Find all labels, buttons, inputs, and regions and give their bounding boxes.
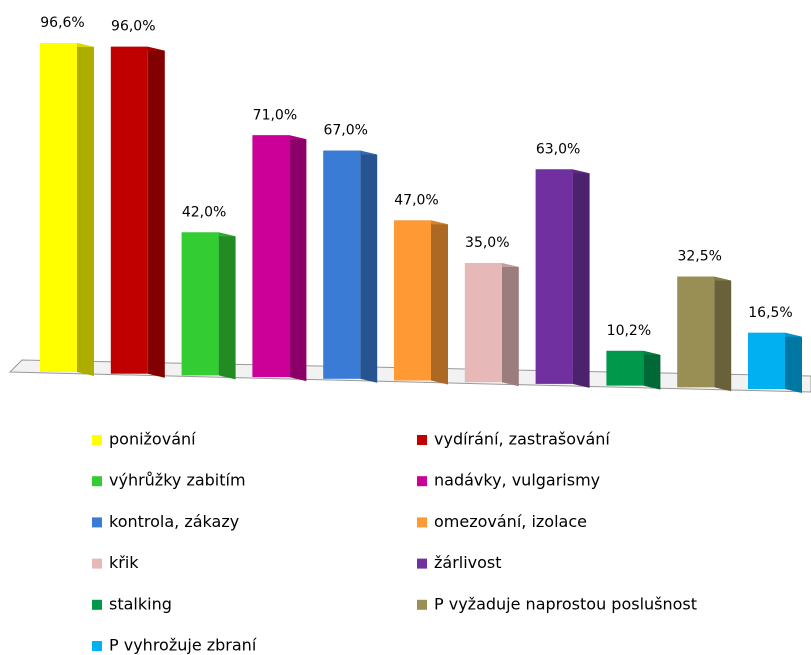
bar-front — [394, 220, 431, 381]
bar-side — [147, 46, 165, 378]
value-label: 67,0% — [323, 123, 367, 139]
bar-front — [606, 350, 644, 386]
legend-swatch — [92, 599, 102, 610]
bar — [252, 135, 307, 382]
bar-front — [677, 276, 715, 388]
legend-label: kontrola, zákazy — [109, 512, 239, 531]
legend-swatch — [417, 435, 427, 445]
bar — [394, 220, 448, 385]
legend-label: ponižování — [109, 430, 196, 449]
legend-label: P vyhrožuje zbraní — [109, 636, 257, 655]
bar-side — [785, 332, 802, 393]
bar-front — [535, 169, 573, 384]
bar-front — [464, 262, 502, 383]
value-label: 63,0% — [536, 141, 580, 157]
value-label: 71,0% — [253, 107, 297, 123]
value-label: 32,5% — [677, 249, 721, 265]
legend-label: P vyžaduje naprostou poslušnost — [434, 594, 697, 613]
bar-side — [572, 169, 590, 388]
bar-side — [360, 150, 378, 383]
bar-front — [252, 135, 290, 378]
legend-swatch — [417, 476, 427, 487]
legend-swatch — [417, 599, 427, 610]
legend-swatch — [92, 517, 102, 528]
value-label: 96,0% — [111, 19, 155, 35]
legend-label: výhrůžky zabitím — [109, 471, 246, 490]
bar-side — [501, 262, 519, 387]
legend-swatch — [92, 435, 102, 445]
bar — [40, 43, 94, 376]
legend-label: omezování, izolace — [434, 512, 587, 531]
value-label: 47,0% — [394, 192, 438, 208]
legend-swatch — [92, 641, 102, 651]
legend-label: křik — [109, 553, 139, 572]
legend-label: žárlivost — [434, 553, 502, 572]
legend-label: vydírání, zastrašování — [434, 430, 610, 449]
bar-side — [714, 276, 732, 392]
bar — [606, 350, 661, 390]
bar-side — [77, 43, 94, 376]
bar-front — [181, 232, 219, 376]
legend-swatch — [92, 558, 102, 569]
legend-swatch — [417, 558, 427, 569]
bar — [323, 150, 378, 383]
bar — [677, 276, 732, 392]
value-label: 42,0% — [182, 204, 226, 220]
value-label: 96,6% — [40, 15, 84, 31]
bar-side — [643, 350, 661, 390]
bar — [748, 332, 802, 393]
bar-front — [110, 46, 148, 374]
bar-front — [748, 332, 785, 389]
bar — [110, 46, 165, 378]
bar-side — [218, 232, 236, 380]
bar-front — [40, 43, 77, 372]
bar-side — [431, 220, 448, 385]
bar — [464, 262, 519, 387]
legend-swatch — [92, 476, 102, 487]
value-label: 16,5% — [748, 305, 792, 321]
bar-front — [323, 150, 361, 379]
legend-label: nadávky, vulgarismy — [434, 471, 600, 490]
bar-side — [289, 135, 307, 382]
value-label: 10,2% — [607, 323, 651, 339]
value-label: 35,0% — [465, 235, 509, 251]
bar — [535, 169, 590, 388]
legend-label: stalking — [109, 594, 172, 613]
legend-swatch — [417, 517, 427, 528]
bar — [181, 232, 236, 380]
